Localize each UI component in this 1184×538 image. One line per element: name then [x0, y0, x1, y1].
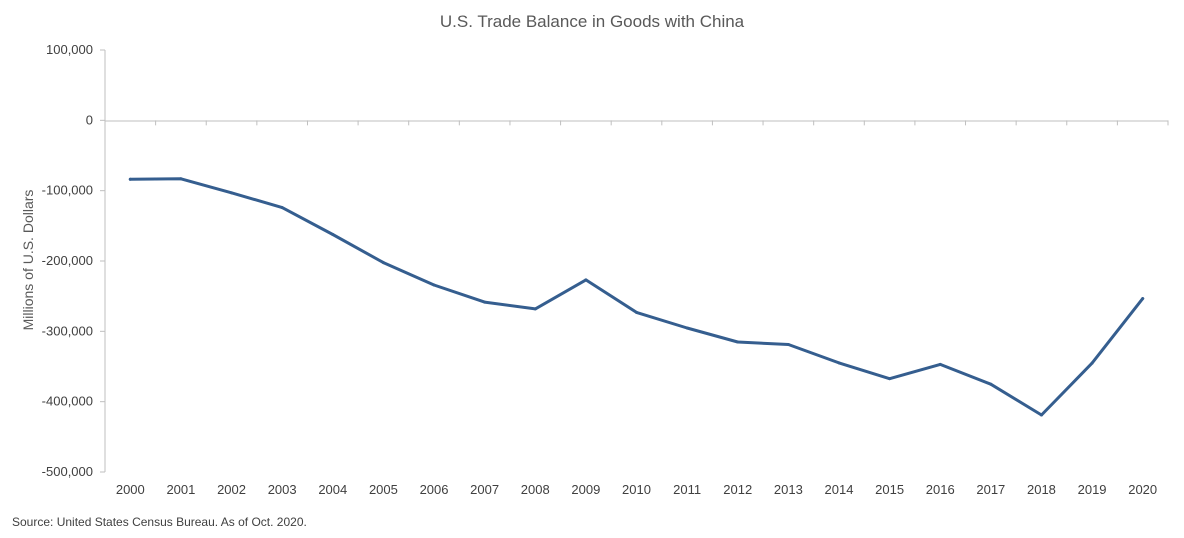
y-axis-label: Millions of U.S. Dollars [20, 190, 36, 331]
x-tick-label: 2003 [268, 482, 297, 497]
y-tick-label: -100,000 [42, 183, 93, 198]
source-note: Source: United States Census Bureau. As … [12, 515, 307, 529]
data-point [1039, 413, 1043, 417]
data-point [179, 177, 183, 181]
data-point [837, 361, 841, 365]
x-ticks: 2000 2001 2002 2003 2004 2005 2006 2007 2008 2009… [104, 120, 1169, 497]
x-tick-label: 2018 [1027, 482, 1056, 497]
data-point [331, 232, 335, 236]
y-tick-label: 0 [86, 112, 93, 127]
y-tick-label: -400,000 [42, 394, 93, 409]
data-point [786, 342, 790, 346]
chart-title: U.S. Trade Balance in Goods with China [440, 12, 745, 31]
data-point [938, 362, 942, 366]
x-tick-label: 2000 [116, 482, 145, 497]
y-tick-label: -200,000 [42, 253, 93, 268]
series-group [128, 177, 1145, 417]
x-tick-label: 2010 [622, 482, 651, 497]
x-tick-label: 2020 [1128, 482, 1157, 497]
data-point [989, 382, 993, 386]
y-tick-label: -300,000 [42, 323, 93, 338]
data-point [584, 278, 588, 282]
x-tick-label: 2019 [1078, 482, 1107, 497]
x-tick-label: 2017 [976, 482, 1005, 497]
data-point [1090, 361, 1094, 365]
x-tick-label: 2011 [673, 482, 701, 497]
x-tick-label: 2006 [420, 482, 449, 497]
data-point [128, 177, 132, 181]
data-point [736, 340, 740, 344]
data-point [888, 377, 892, 381]
x-tick-label: 2005 [369, 482, 398, 497]
x-tick-label: 2012 [723, 482, 752, 497]
data-point [381, 261, 385, 265]
data-point [533, 307, 537, 311]
x-tick-label: 2007 [470, 482, 499, 497]
series-line [128, 177, 1145, 417]
data-point [685, 326, 689, 330]
x-tick-label: 2002 [217, 482, 246, 497]
x-tick-label: 2015 [875, 482, 904, 497]
data-point [432, 283, 436, 287]
x-tick-label: 2008 [521, 482, 550, 497]
x-tick-label: 2001 [166, 482, 195, 497]
x-tick-label: 2004 [318, 482, 347, 497]
y-ticks: 100,000 0 -100,000 -200,000 -300,000 -400,000… [42, 42, 105, 479]
y-tick-label: 100,000 [46, 42, 93, 57]
x-tick-label: 2009 [571, 482, 600, 497]
x-tick-label: 2014 [825, 482, 854, 497]
data-point [230, 191, 234, 195]
x-tick-label: 2016 [926, 482, 955, 497]
data-point [280, 206, 284, 210]
data-point [483, 300, 487, 304]
data-point [1141, 297, 1145, 301]
y-tick-label: -500,000 [42, 464, 93, 479]
data-point [635, 310, 638, 314]
x-tick-label: 2013 [774, 482, 803, 497]
